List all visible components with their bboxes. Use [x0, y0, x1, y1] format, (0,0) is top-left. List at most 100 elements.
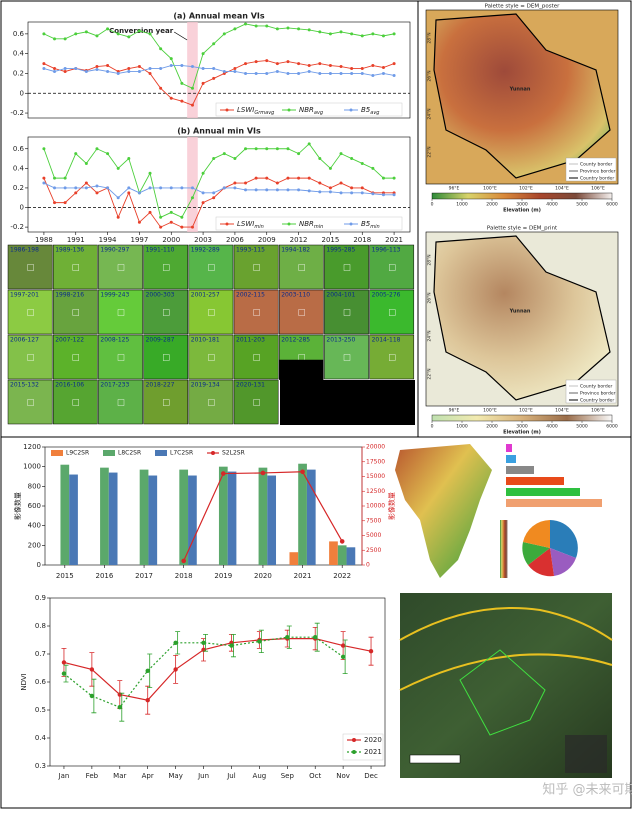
- marker: [350, 191, 354, 195]
- marker: [254, 71, 258, 75]
- marker: [381, 34, 385, 38]
- marker: [159, 186, 163, 190]
- legend-label: Country border: [580, 176, 614, 182]
- site-marker: [72, 309, 80, 316]
- tile-label: 2013-250: [326, 337, 355, 344]
- satellite-tile: [143, 379, 189, 425]
- marker: [53, 176, 57, 180]
- marker: [116, 71, 120, 75]
- y2-tick-label: 15000: [366, 473, 385, 480]
- marker: [201, 191, 205, 195]
- marker: [286, 188, 290, 192]
- marker: [371, 166, 375, 170]
- site-marker: [208, 354, 215, 361]
- marker: [339, 539, 345, 544]
- lon-tick-label: 102°E: [519, 408, 533, 414]
- marker: [275, 27, 279, 31]
- satellite-tile: [7, 244, 53, 290]
- bar: [148, 475, 158, 565]
- marker: [328, 64, 332, 68]
- y2-axis-label: 影像数量: [387, 492, 396, 520]
- satellite-tile: [98, 289, 143, 335]
- tile-label: 1995-285: [326, 247, 355, 254]
- y-tick-label: 0.7: [35, 650, 46, 658]
- marker: [89, 693, 95, 699]
- marker: [297, 188, 301, 192]
- marker: [148, 67, 152, 71]
- site-marker: [343, 354, 351, 361]
- series-line: [43, 60, 395, 106]
- road: [399, 607, 613, 641]
- site-marker: [117, 399, 125, 406]
- site-marker: [389, 309, 396, 316]
- marker: [201, 201, 205, 205]
- site-marker: [162, 354, 170, 361]
- marker: [42, 62, 46, 66]
- x-tick-label: 2022: [333, 572, 351, 580]
- tile-label: 2008-125: [100, 337, 129, 344]
- marker: [371, 73, 375, 77]
- marker: [180, 225, 184, 229]
- marker: [339, 65, 343, 69]
- marker: [275, 69, 279, 73]
- satellite-tile: [143, 289, 189, 335]
- marker: [265, 188, 269, 192]
- y-tick-label: 0.6: [13, 145, 25, 153]
- y-tick-label: 0.6: [13, 30, 25, 38]
- y2-tick-label: 5000: [366, 532, 381, 539]
- site-marker: [27, 309, 34, 316]
- legend-sub: min: [254, 224, 263, 230]
- marker: [254, 147, 258, 151]
- colorbar: [431, 414, 613, 422]
- marker: [339, 71, 343, 75]
- y-tick-label: 600: [28, 502, 41, 510]
- tile-label: 1998-216: [55, 292, 84, 299]
- marker: [145, 668, 150, 673]
- x-tick-label: 1991: [67, 236, 85, 244]
- satellite-tile: [7, 379, 53, 425]
- marker: [148, 210, 152, 214]
- legend-label: B5min: [361, 220, 380, 230]
- marker: [260, 470, 266, 476]
- y-tick-label: -0.2: [10, 223, 24, 231]
- tile-label: 2007-122: [55, 337, 84, 344]
- marker: [212, 42, 216, 46]
- y-tick-label: 0.4: [13, 50, 25, 58]
- marker: [127, 69, 131, 73]
- legend-marker: [352, 738, 356, 742]
- series-line: [43, 143, 395, 218]
- marker: [297, 152, 301, 156]
- colorbar-tick-label: 6000: [606, 202, 618, 208]
- decorations: [280, 380, 613, 778]
- tile-label: 2006-127: [10, 337, 39, 344]
- bar: [289, 552, 299, 565]
- marker: [106, 27, 110, 31]
- legend-name: LSWI: [237, 220, 254, 228]
- colorbar-label: Elevation (m): [503, 208, 541, 214]
- tile-label: 2012-285: [281, 337, 310, 344]
- marker: [233, 69, 237, 73]
- lon-tick-label: 104°E: [555, 186, 569, 192]
- marker: [371, 64, 375, 68]
- y-tick-label: 1000: [23, 463, 41, 471]
- bar: [108, 472, 118, 565]
- marker: [159, 215, 163, 219]
- satellite-tile: [7, 334, 53, 380]
- marker: [286, 71, 290, 75]
- marker: [116, 166, 120, 170]
- marker: [360, 71, 364, 75]
- marker: [145, 698, 150, 703]
- satellite-tile: [52, 334, 98, 380]
- marker: [212, 76, 216, 80]
- marker: [244, 147, 248, 151]
- legend-label: LSWIGrmavg: [237, 106, 274, 116]
- marker: [95, 184, 99, 188]
- y-tick-label: 0.8: [35, 622, 46, 630]
- tile-label: 1997-201: [10, 292, 39, 299]
- marker: [244, 188, 248, 192]
- y2-tick-label: 12500: [366, 488, 385, 495]
- marker: [63, 176, 67, 180]
- site-marker: [389, 354, 396, 361]
- lat-tick-label: 24°N: [427, 330, 433, 341]
- y-tick-label: 0: [37, 561, 41, 569]
